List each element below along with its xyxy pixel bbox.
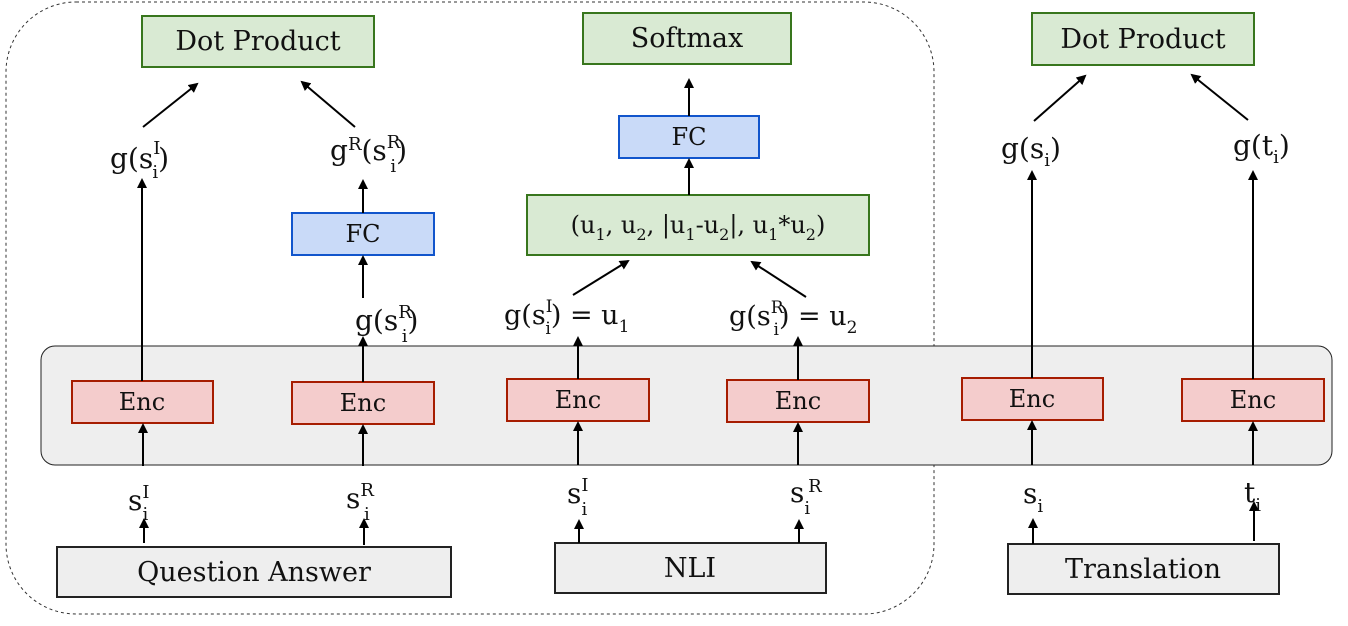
shared-encoder-band bbox=[40, 345, 1333, 466]
label-g-ti: g(ti) bbox=[1233, 129, 1290, 168]
input-label-tr-2: ti bbox=[1244, 476, 1261, 516]
input-label-nli-1: sI i bbox=[567, 475, 589, 520]
nli-task-box: NLI bbox=[554, 542, 827, 594]
question-answer-label: Question Answer bbox=[137, 557, 371, 588]
feature-combination-label: (u1, u2, |u1-u2|, u1*u2) bbox=[571, 211, 826, 244]
dot-product-box-left: Dot Product bbox=[141, 15, 375, 68]
input-label-nli-2: siR bbox=[790, 476, 822, 519]
arrow-g-to-dot-left-1 bbox=[142, 82, 199, 128]
encoder-label: Enc bbox=[555, 386, 601, 414]
label-u2: g(sR i) = u2 bbox=[729, 298, 857, 340]
encoder-box-1: Enc bbox=[71, 380, 214, 424]
shared-tasks-dashed-region bbox=[5, 1, 935, 615]
encoder-label: Enc bbox=[1230, 386, 1276, 414]
encoder-box-5: Enc bbox=[961, 377, 1104, 421]
arrow-g-to-dot-right-1 bbox=[1033, 74, 1087, 122]
label-g-si-I: g(sI i) bbox=[110, 138, 169, 183]
softmax-box: Softmax bbox=[582, 12, 792, 65]
dot-product-right-label: Dot Product bbox=[1060, 24, 1225, 55]
translation-task-box: Translation bbox=[1007, 543, 1280, 595]
fc-box-nli: FC bbox=[618, 115, 760, 159]
input-label-tr-1: si bbox=[1023, 477, 1043, 517]
arrow-g-to-dot-left-2 bbox=[300, 80, 356, 128]
encoder-label: Enc bbox=[1009, 385, 1055, 413]
label-gR-si-R: gR(sR i) bbox=[330, 132, 407, 177]
encoder-label: Enc bbox=[775, 387, 821, 415]
label-g-si: g(si) bbox=[1001, 132, 1061, 171]
label-g-si-R: g(sR i) bbox=[355, 302, 418, 347]
label-u1: g(sI i) = u1 bbox=[504, 297, 629, 339]
input-label-qa-2: sR i bbox=[346, 480, 374, 525]
encoder-box-3: Enc bbox=[506, 378, 650, 422]
fc-nli-label: FC bbox=[671, 123, 706, 151]
translation-label: Translation bbox=[1065, 554, 1221, 585]
softmax-label: Softmax bbox=[631, 23, 744, 54]
feature-combination-box: (u1, u2, |u1-u2|, u1*u2) bbox=[526, 194, 870, 256]
dot-product-box-right: Dot Product bbox=[1031, 12, 1255, 66]
encoder-box-4: Enc bbox=[726, 379, 870, 423]
input-label-qa-1: sI i bbox=[128, 482, 150, 525]
nli-label: NLI bbox=[664, 553, 716, 584]
dot-product-left-label: Dot Product bbox=[175, 26, 340, 57]
encoder-box-6: Enc bbox=[1181, 378, 1325, 422]
arrow-u2-to-combine bbox=[750, 260, 807, 298]
arrow-g-to-dot-right-2 bbox=[1190, 73, 1249, 121]
encoder-label: Enc bbox=[119, 388, 165, 416]
encoder-label: Enc bbox=[340, 389, 386, 417]
fc-box-qa: FC bbox=[291, 212, 435, 256]
question-answer-task-box: Question Answer bbox=[56, 546, 452, 598]
arrow-u1-to-combine bbox=[572, 259, 630, 296]
fc-qa-label: FC bbox=[345, 220, 380, 248]
encoder-box-2: Enc bbox=[291, 381, 435, 425]
